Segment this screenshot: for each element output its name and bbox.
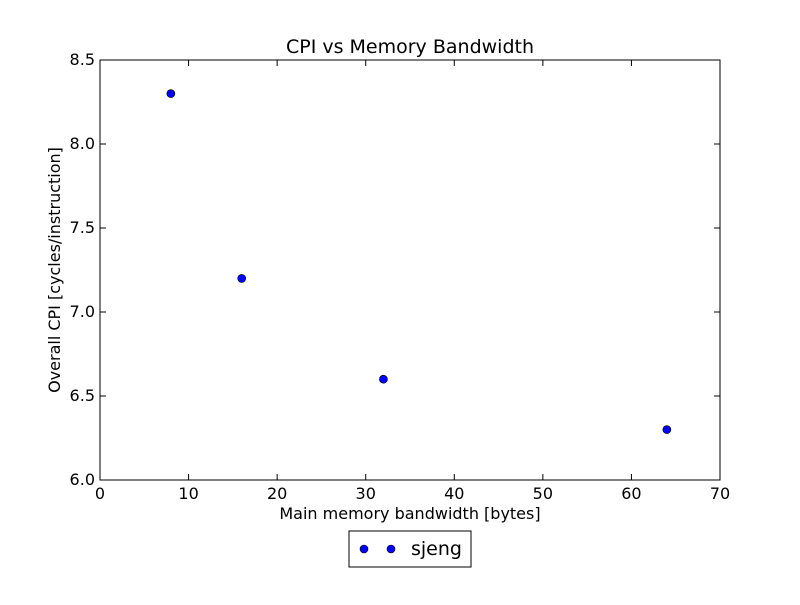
y-tick-label: 6.5	[70, 386, 95, 405]
x-axis: 0 10 20 30 40 50 60 70	[95, 60, 730, 503]
plot-frame	[99, 59, 721, 481]
x-tick-label: 30	[356, 484, 376, 503]
x-tick-label: 70	[710, 484, 730, 503]
y-tick-label: 7.0	[70, 302, 95, 321]
data-point	[237, 274, 247, 283]
x-tick-label: 50	[533, 484, 553, 503]
y-tick-label: 8.0	[70, 134, 95, 153]
legend-marker	[359, 544, 369, 554]
legend: sjeng	[348, 530, 472, 568]
legend-box	[348, 530, 472, 568]
data-points	[166, 89, 672, 434]
x-tick-label: 10	[178, 484, 198, 503]
data-point	[166, 89, 176, 98]
y-tick-label: 7.5	[70, 218, 95, 237]
plot-area	[99, 59, 721, 481]
legend-label: sjeng	[411, 538, 462, 560]
x-tick-label: 20	[267, 484, 287, 503]
chart-title: CPI vs Memory Bandwidth	[286, 36, 534, 58]
x-tick-label: 40	[444, 484, 464, 503]
x-tick-label: 60	[621, 484, 641, 503]
data-point	[662, 425, 672, 434]
y-tick-label: 8.5	[70, 50, 95, 69]
data-point	[379, 374, 388, 384]
legend-marker	[386, 544, 396, 554]
y-tick-label: 6.0	[70, 470, 95, 489]
y-axis-label: Overall CPI [cycles/instruction]	[45, 147, 64, 393]
x-tick-label: 0	[95, 484, 105, 503]
y-axis: 6.0 6.5 7.0 7.5 8.0 8.5	[70, 50, 720, 489]
x-axis-label: Main memory bandwidth [bytes]	[279, 504, 540, 523]
